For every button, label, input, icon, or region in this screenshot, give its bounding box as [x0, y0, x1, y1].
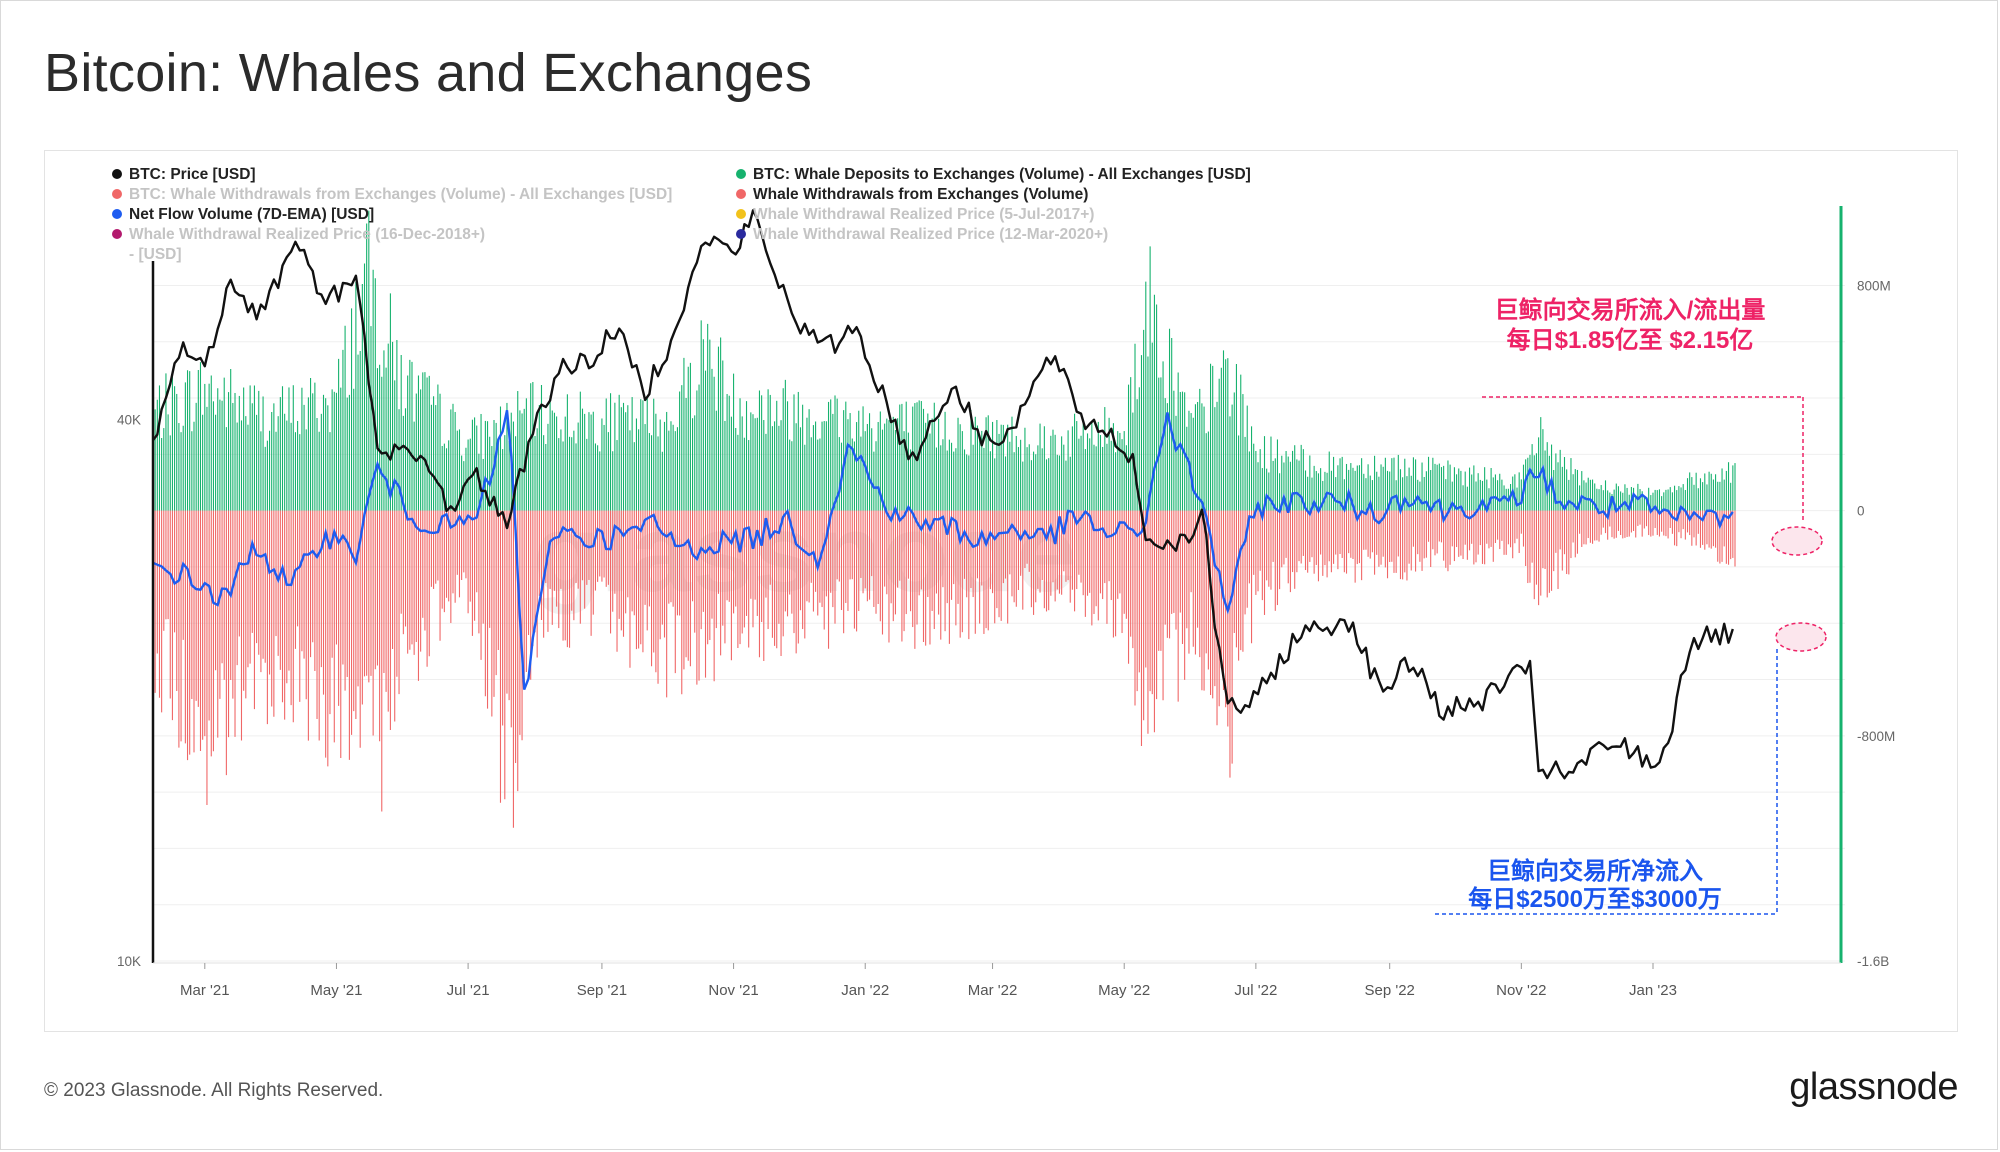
x-tick-label: May '21	[310, 982, 362, 999]
glassnode-logo: glassnode	[1789, 1066, 1958, 1108]
volume-bars	[152, 210, 1736, 828]
page-title: Bitcoin: Whales and Exchanges	[44, 43, 813, 103]
legend-swatch[interactable]	[736, 209, 746, 219]
legend-label[interactable]: Whale Withdrawal Realized Price (5-Jul-2…	[753, 206, 1094, 223]
legend-label[interactable]: BTC: Price [USD]	[129, 166, 256, 183]
x-tick-label: Sep '22	[1364, 982, 1414, 999]
x-tick-label: Jul '21	[447, 982, 490, 999]
inflow-highlight-circle	[1771, 526, 1823, 556]
netflow-annotation-line1: 巨鲸向交易所净流入	[1487, 857, 1703, 885]
price-series	[152, 209, 1734, 780]
legend-swatch[interactable]	[112, 229, 122, 239]
chart-panel: glassnode Mar '21 May '21 Jul '21 Sep '21 No…	[44, 150, 1958, 1032]
legend: BTC: Price [USD] BTC: Whale Deposits to E…	[112, 166, 1251, 263]
x-tick-label: Jan '22	[841, 982, 889, 999]
x-tick-label: May '22	[1098, 982, 1150, 999]
left-tick-label: 40K	[117, 413, 141, 428]
legend-swatch[interactable]	[736, 169, 746, 179]
outflow-highlight-circle	[1775, 622, 1827, 652]
annotations: 巨鲸向交易所流入/流出量 每日$1.85亿至 $2.15亿 巨鲸向交易所净流入 …	[1435, 296, 1827, 915]
x-tick-label: Nov '22	[1496, 982, 1546, 999]
x-tick-label: Sep '21	[577, 982, 627, 999]
legend-swatch[interactable]	[736, 229, 746, 239]
legend-swatch[interactable]	[112, 169, 122, 179]
right-tick-label: 800M	[1857, 278, 1891, 293]
inflow-outflow-annotation-line2: 每日$1.85亿至 $2.15亿	[1507, 326, 1754, 354]
inflow-outflow-annotation-line1: 巨鲸向交易所流入/流出量	[1495, 296, 1766, 324]
right-tick-label: -800M	[1857, 729, 1895, 744]
x-tick-label: Jan '23	[1629, 982, 1677, 999]
legend-label[interactable]: BTC: Whale Deposits to Exchanges (Volume…	[753, 166, 1251, 183]
legend-label[interactable]: BTC: Whale Withdrawals from Exchanges (V…	[129, 186, 672, 203]
legend-label[interactable]: Whale Withdrawals from Exchanges (Volume…	[753, 186, 1088, 203]
left-tick-label: 10K	[117, 954, 141, 969]
legend-swatch[interactable]	[112, 209, 122, 219]
right-tick-label: 0	[1857, 504, 1865, 519]
grid	[153, 284, 1845, 962]
netflow-annotation-line2: 每日$2500万至$3000万	[1468, 885, 1721, 913]
price-line	[152, 209, 1734, 780]
legend-swatch[interactable]	[736, 189, 746, 199]
legend-label[interactable]: Net Flow Volume (7D-EMA) [USD]	[129, 206, 374, 223]
legend-label-continued: - [USD]	[129, 246, 182, 263]
right-tick-label: -1.6B	[1857, 954, 1889, 969]
x-tick-label: Jul '22	[1234, 982, 1277, 999]
legend-label[interactable]: Whale Withdrawal Realized Price (12-Mar-…	[753, 226, 1108, 243]
chart-svg: glassnode Mar '21 May '21 Jul '21 Sep '21 No…	[112, 166, 1895, 999]
x-tick-label: Nov '21	[708, 982, 758, 999]
x-tick-label: Mar '21	[180, 982, 230, 999]
netflow-line	[152, 409, 1734, 691]
x-tick-label: Mar '22	[968, 982, 1018, 999]
netflow-series	[152, 409, 1734, 691]
axes: Mar '21 May '21 Jul '21 Sep '21 Nov '21 Jan '…	[117, 206, 1895, 999]
copyright-text: © 2023 Glassnode. All Rights Reserved.	[44, 1080, 384, 1101]
legend-label[interactable]: Whale Withdrawal Realized Price (16-Dec-…	[129, 226, 485, 243]
legend-swatch[interactable]	[112, 189, 122, 199]
